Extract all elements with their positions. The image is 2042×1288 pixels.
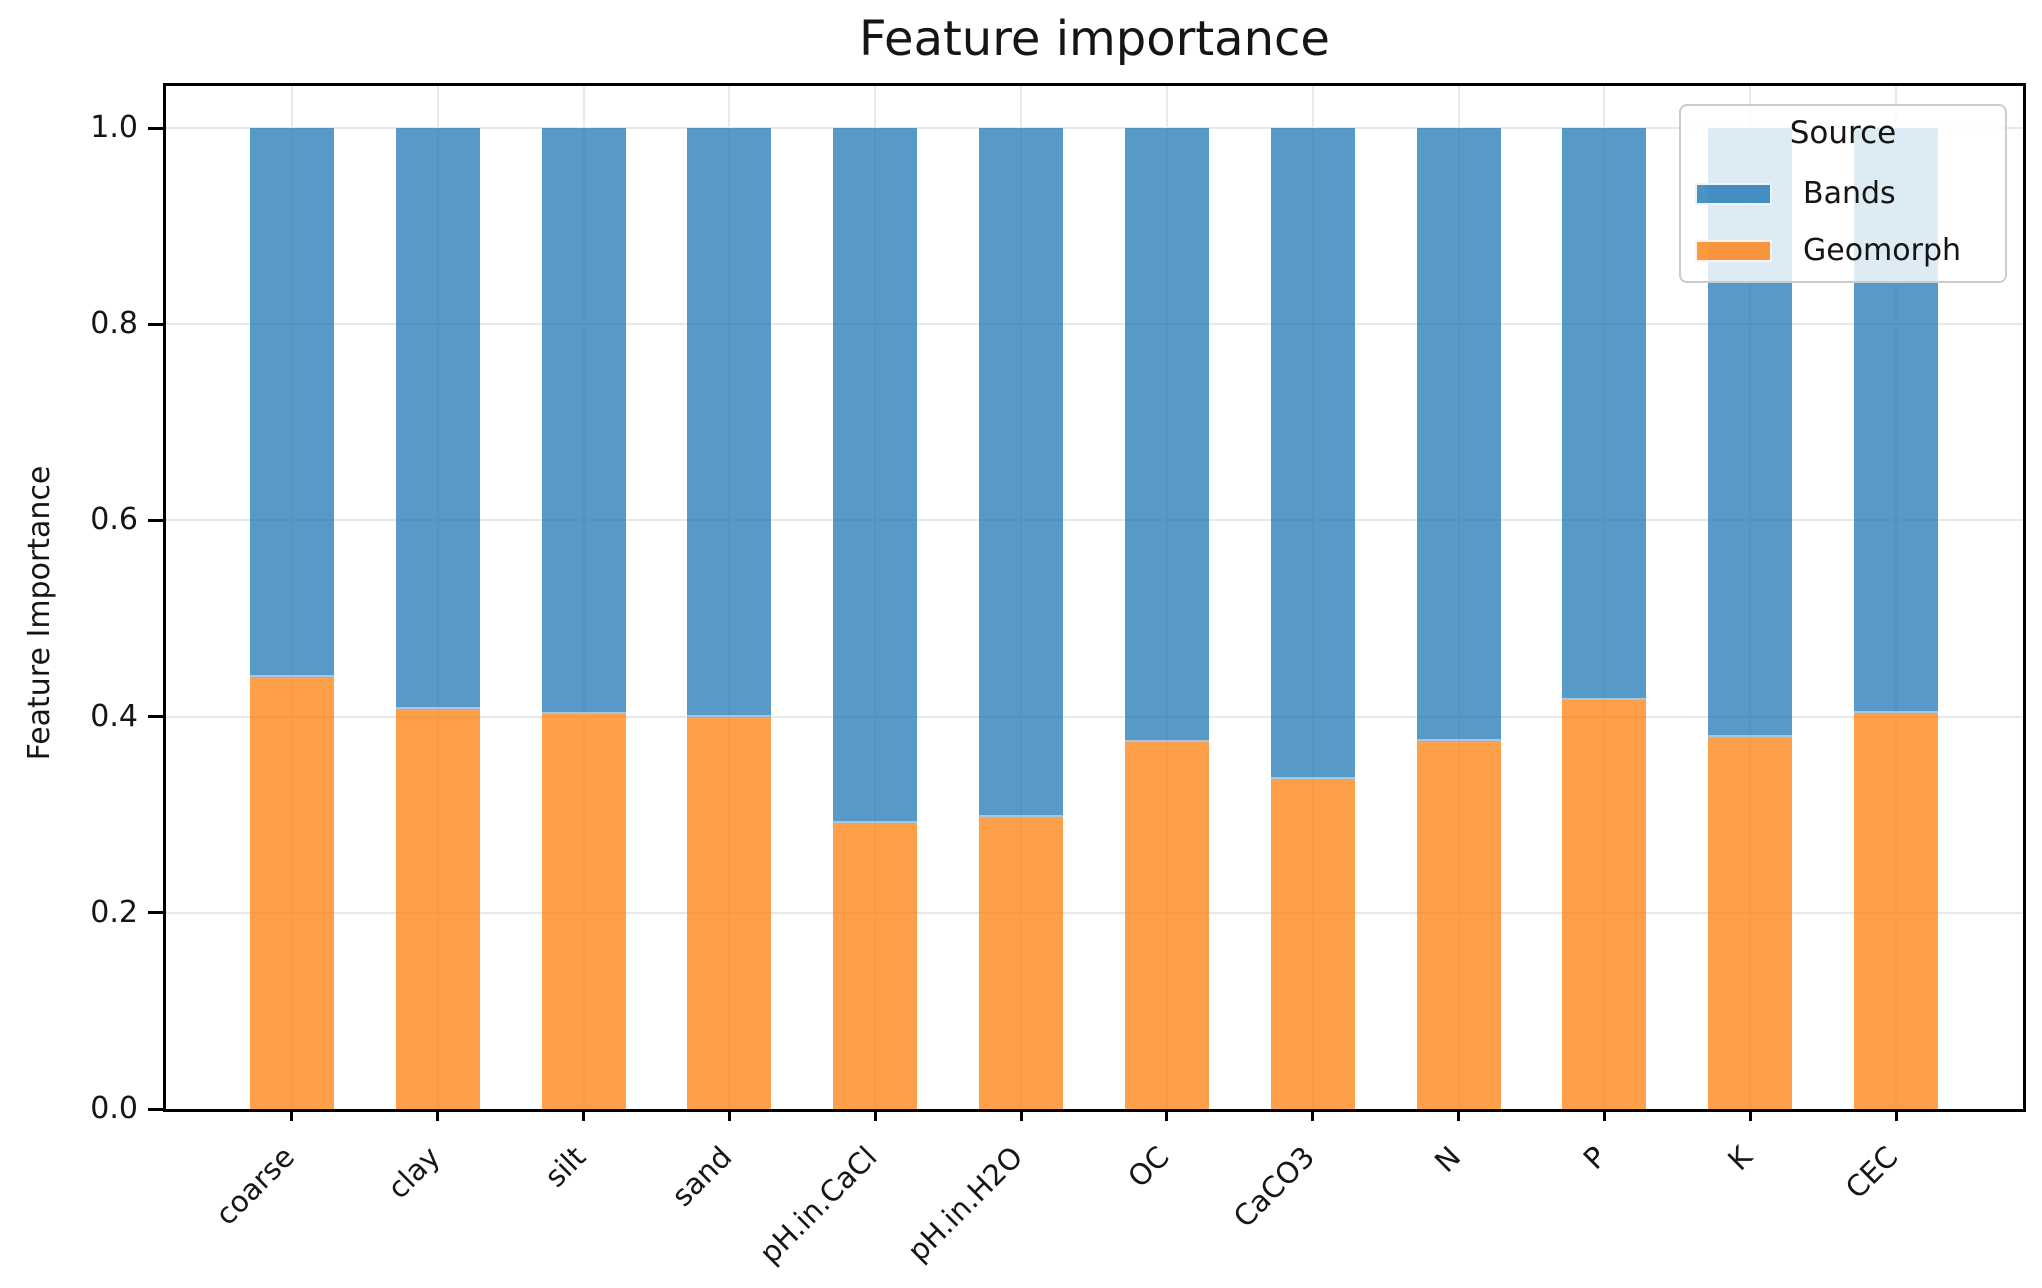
bar-segment-geomorph — [979, 817, 1064, 1109]
category-slot: sand — [656, 86, 802, 1213]
category-slot: silt — [511, 86, 657, 1194]
bar-slots: coarse clay silt sand pH.in.CaCl pH.in.H2O OC C… — [208, 86, 1969, 1270]
x-tick-mark — [1602, 1109, 1606, 1121]
category-slot: OC — [1094, 86, 1240, 1194]
bar-segment-bands — [687, 128, 772, 717]
legend-swatch-bands-icon — [1695, 183, 1772, 205]
x-tick-label: coarse — [208, 1139, 301, 1232]
bar-segment-bands — [1416, 128, 1501, 741]
bar-segment-bands — [249, 128, 334, 677]
x-tick-label: silt — [538, 1139, 593, 1194]
x-tick-label: P — [1576, 1139, 1614, 1177]
category-slot: pH.in.H2O — [901, 86, 1094, 1268]
y-axis-label: Feature Importance — [22, 465, 57, 761]
h-gridline — [166, 127, 2023, 129]
category-slot: P — [1531, 86, 1677, 1176]
chart-title: Feature importance — [859, 11, 1330, 67]
bar-segment-bands — [395, 128, 480, 709]
legend-item-bands: Bands — [1695, 178, 1995, 210]
bar-segment-geomorph — [395, 709, 480, 1109]
bar-segment-geomorph — [833, 823, 918, 1109]
y-tick-label: 0.6 — [90, 502, 138, 538]
h-gridline — [166, 911, 2023, 914]
y-tick-label: 0.8 — [90, 306, 138, 342]
x-tick-label: OC — [1121, 1139, 1176, 1195]
x-tick-mark — [1894, 1109, 1898, 1121]
bar-segment-geomorph — [1270, 779, 1355, 1109]
y-tick-mark — [148, 518, 163, 522]
x-tick-mark — [436, 1109, 440, 1121]
x-tick-label: K — [1721, 1139, 1759, 1178]
y-tick-label: 0.0 — [90, 1091, 138, 1126]
x-tick-mark — [873, 1109, 877, 1121]
bar-segment-geomorph — [687, 717, 772, 1109]
h-gridline — [166, 715, 2023, 718]
category-slot: clay — [365, 86, 511, 1205]
y-tick-label: 0.2 — [90, 894, 138, 930]
y-tick-mark — [148, 322, 163, 326]
y-tick-label: 1.0 — [90, 110, 138, 145]
bar-segment-bands — [1270, 128, 1355, 779]
x-tick-mark — [582, 1109, 586, 1121]
bar-segment-bands — [979, 128, 1064, 817]
x-tick-label: CaCO3 — [1226, 1139, 1322, 1235]
x-tick-mark — [290, 1109, 294, 1121]
x-tick-label: N — [1427, 1139, 1468, 1179]
h-gridline — [166, 323, 2023, 326]
legend: Source Bands Geomorph — [1679, 104, 2007, 283]
x-tick-mark — [1457, 1109, 1461, 1121]
bar-segment-bands — [1562, 128, 1647, 700]
legend-item-geomorph: Geomorph — [1695, 235, 1995, 267]
y-tick-label: 0.4 — [90, 698, 138, 734]
bar-segment-geomorph — [541, 714, 626, 1109]
h-gridline — [166, 519, 2023, 522]
category-slot: pH.in.CaCl — [753, 86, 948, 1270]
x-tick-label: clay — [380, 1139, 447, 1206]
bar-segment-geomorph — [249, 677, 334, 1109]
x-tick-mark — [1019, 1109, 1023, 1121]
legend-label: Bands — [1803, 176, 1896, 211]
x-tick-label: CEC — [1839, 1139, 1905, 1206]
x-tick-mark — [1165, 1109, 1169, 1121]
bar-segment-bands — [541, 128, 626, 714]
x-tick-mark — [1311, 1109, 1315, 1121]
x-tick-mark — [727, 1109, 731, 1121]
bar-segment-bands — [1124, 128, 1209, 742]
category-slot: CaCO3 — [1227, 86, 1386, 1234]
legend-swatch-geomorph-icon — [1695, 240, 1772, 262]
bar-segment-bands — [833, 128, 918, 823]
bar-segment-geomorph — [1562, 700, 1647, 1109]
bar-segment-geomorph — [1708, 737, 1793, 1109]
bar-segment-geomorph — [1416, 741, 1501, 1109]
y-tick-mark — [148, 911, 163, 915]
x-tick-label: pH.in.CaCl — [753, 1139, 884, 1271]
category-slot: N — [1386, 86, 1532, 1179]
x-tick-mark — [1748, 1109, 1752, 1121]
plot-area: coarse clay silt sand pH.in.CaCl pH.in.H2O OC C… — [163, 83, 2026, 1270]
y-tick-mark — [148, 715, 163, 719]
legend-label: Geomorph — [1803, 233, 1962, 268]
x-tick-label: sand — [664, 1139, 739, 1213]
bar-segment-geomorph — [1124, 742, 1209, 1109]
x-tick-label: pH.in.H2O — [901, 1139, 1030, 1269]
legend-title: Source — [1789, 115, 1897, 151]
y-tick-mark — [148, 126, 163, 130]
category-slot: coarse — [208, 86, 365, 1232]
bar-segment-geomorph — [1854, 713, 1939, 1109]
y-tick-mark — [148, 1107, 163, 1111]
